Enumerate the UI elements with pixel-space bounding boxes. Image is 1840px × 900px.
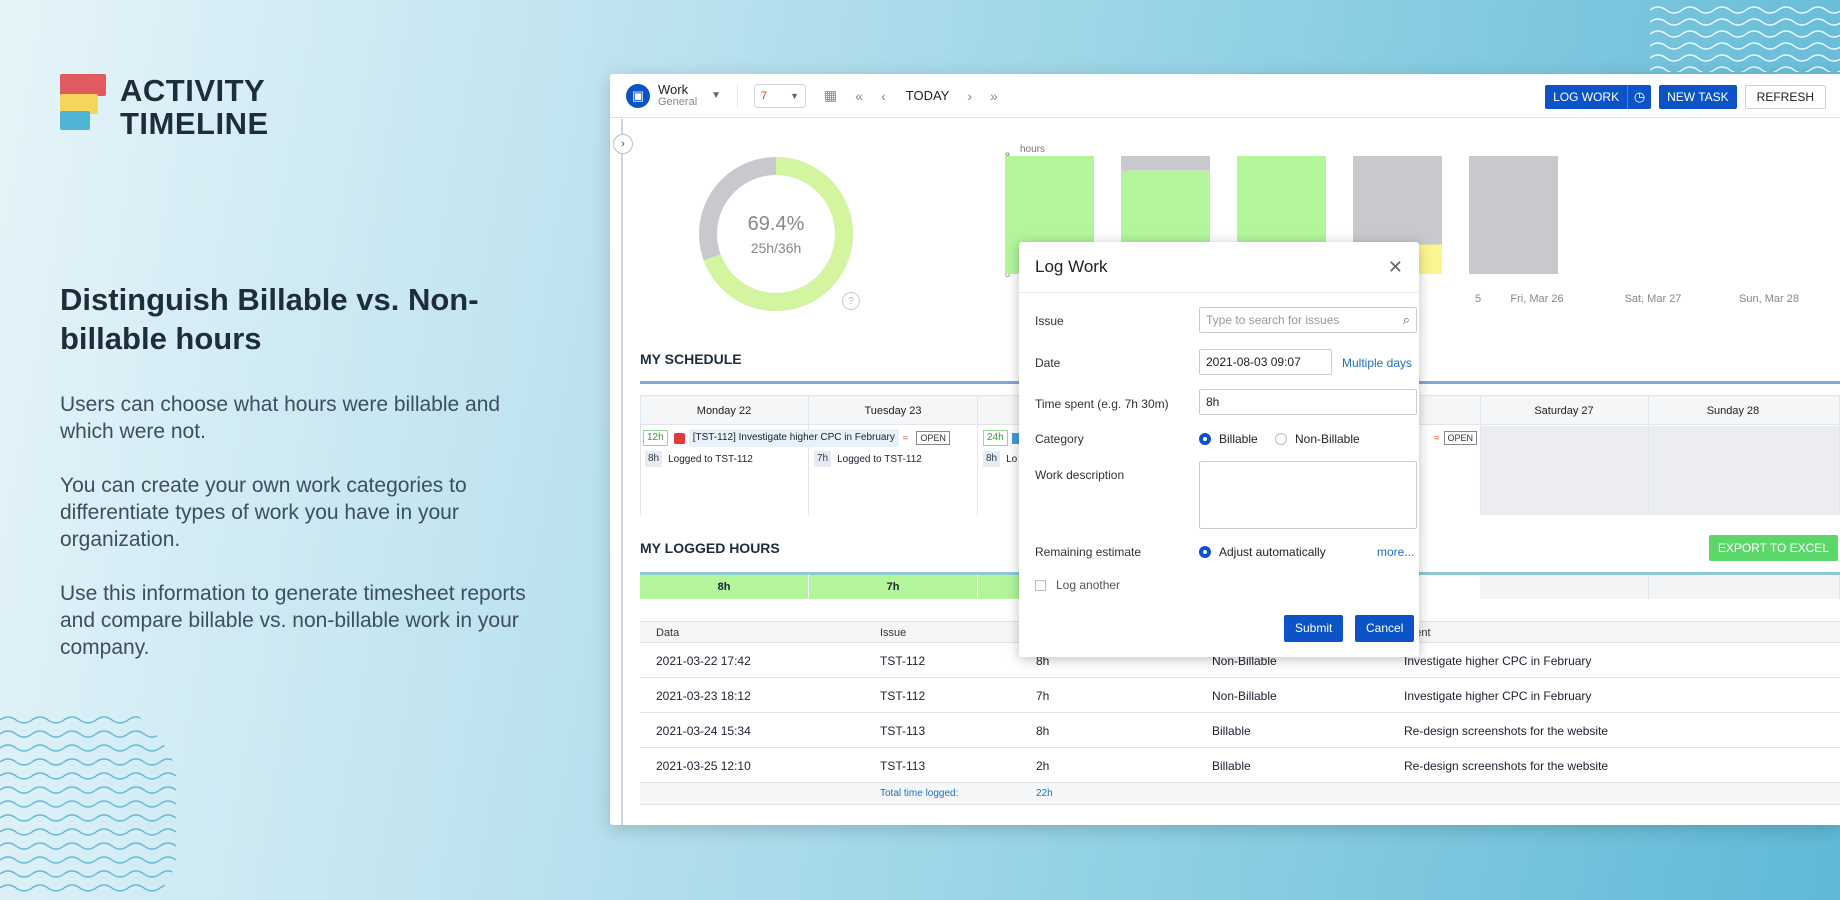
bar-remaining [1353, 156, 1442, 245]
waves-top-right [1650, 6, 1840, 72]
day-saturday: Saturday 27 [1534, 405, 1594, 417]
logged-hours-title: MY LOGGED HOURS [640, 540, 780, 556]
task-type-icon [1011, 432, 1021, 444]
help-icon[interactable]: ? [842, 292, 860, 310]
remaining-estimate-label: Remaining estimate [1035, 545, 1142, 559]
workspace-icon[interactable]: ▣ [626, 83, 650, 108]
task-bar-2[interactable]: 24h [983, 429, 1021, 447]
task-hours: 24h [983, 430, 1008, 446]
export-excel-button[interactable]: EXPORT TO EXCEL [1708, 535, 1838, 561]
day-sunday: Sunday 28 [1706, 405, 1760, 417]
priority-high-icon: ≈ [1434, 432, 1440, 444]
expand-sidebar-icon[interactable]: › [613, 134, 633, 154]
time-spent-field[interactable]: 8h [1199, 389, 1417, 415]
adjust-automatically-radio[interactable]: Adjust automatically [1199, 545, 1326, 559]
double-chevron-right-icon[interactable]: » [990, 87, 998, 104]
waves-bottom-left [0, 716, 177, 892]
donut-hours: 25h/36h [750, 239, 802, 256]
log-another-checkbox[interactable]: Log another [1035, 578, 1120, 592]
bar-remaining [1469, 156, 1558, 274]
logo-icon [60, 74, 106, 130]
log-work-button[interactable]: LOG WORK [1545, 85, 1628, 109]
grid-calendar-icon[interactable]: ▦ [824, 87, 838, 103]
x-tick-label: Fri, Mar 26 [1510, 293, 1563, 305]
donut-percent: 69.4% [747, 212, 805, 235]
log-entry[interactable]: 7h Logged to TST-112 [814, 451, 922, 467]
status-badge: OPEN [1443, 431, 1478, 445]
work-description-label: Work description [1035, 468, 1125, 482]
headline: Distinguish Billable vs. Non-billable ho… [60, 282, 479, 356]
schedule-title: MY SCHEDULE [640, 351, 742, 367]
chevron-right-icon[interactable]: › [967, 87, 973, 104]
dialog-title: Log Work [1035, 257, 1108, 276]
double-chevron-left-icon[interactable]: « [855, 87, 864, 104]
table-row[interactable]: 2021-03-22 17:42 TST-112 8h Non-Billable Inv… [640, 643, 1840, 678]
timer-icon[interactable]: ◷ [1627, 85, 1652, 109]
multiple-days-link[interactable]: Multiple days [1342, 356, 1413, 370]
new-task-button[interactable]: NEW TASK [1659, 85, 1737, 109]
task-bar-right[interactable]: ≈ OPEN [1430, 429, 1478, 447]
x-tick-label: Sun, Mar 28 [1739, 293, 1799, 305]
bar-remaining [1121, 156, 1210, 171]
y-axis-label: hours [1020, 144, 1045, 155]
issue-search-input[interactable]: Type to search for issues ⌕ [1199, 307, 1417, 333]
x-tick-label: Sat, Mar 27 [1625, 293, 1682, 305]
table-row[interactable]: 2021-03-24 15:34 TST-113 8h Billable Re-desi… [640, 713, 1840, 748]
paragraph-1: Users can choose what hours were billabl… [60, 393, 501, 443]
search-icon: ⌕ [1402, 312, 1410, 327]
time-spent-label: Time spent (e.g. 7h 30m) [1035, 397, 1169, 411]
non-billable-radio[interactable]: Non-Billable [1275, 432, 1360, 446]
status-badge: OPEN [916, 431, 950, 445]
issue-label: Issue [1035, 314, 1064, 328]
task-bar[interactable]: 12h [TST-112] Investigate higher CPC in … [643, 429, 950, 447]
total-label: Total time logged: [880, 788, 959, 799]
task-title: [TST-112] Investigate higher CPC in Febr… [688, 429, 899, 447]
table-footer: Total time logged: 22h [640, 783, 1840, 805]
log-entry[interactable]: 8h Lo [983, 451, 1017, 467]
log-work-dialog: Log Work ✕ Issue Type to search for issu… [1019, 242, 1419, 657]
cancel-button[interactable]: Cancel [1355, 615, 1415, 642]
log-entry[interactable]: 8h Logged to TST-112 [645, 451, 753, 467]
date-field[interactable]: 2021-08-03 09:07 [1199, 349, 1332, 375]
x-tick-label: 5 [1475, 293, 1481, 305]
priority-high-icon: ≈ [902, 432, 909, 444]
paragraph-2: You can create your own work categories … [60, 474, 467, 551]
more-link[interactable]: more... [1377, 545, 1415, 559]
donut-chart: 69.4% 25h/36h [696, 154, 856, 314]
donut-logged [699, 157, 853, 311]
paragraph-3: Use this information to generate timeshe… [60, 582, 526, 659]
day-monday: Monday 22 [696, 405, 752, 417]
brand-name: ACTIVITY TIMELINE [120, 73, 269, 141]
today-button[interactable]: TODAY [905, 88, 950, 103]
billable-radio[interactable]: Billable [1199, 432, 1258, 446]
chevron-left-icon[interactable]: ‹ [881, 87, 886, 104]
work-description-input[interactable] [1199, 461, 1417, 529]
chevron-down-icon[interactable]: ▼ [711, 90, 722, 101]
task-hours: 12h [643, 430, 668, 446]
brand-logo: ACTIVITY TIMELINE [60, 74, 269, 140]
logged-day-bar: 8h [640, 575, 809, 599]
table-row[interactable]: 2021-03-23 18:12 TST-112 7h Non-Billable Inv… [640, 678, 1840, 713]
refresh-button[interactable]: REFRESH [1744, 85, 1826, 109]
table-row[interactable]: 2021-03-25 12:10 TST-113 2h Billable Re-desi… [640, 748, 1840, 783]
calendar-view-select[interactable]: 7 ▼ [754, 83, 807, 108]
date-label: Date [1035, 356, 1061, 370]
logged-day-bar: 7h [809, 575, 978, 599]
submit-button[interactable]: Submit [1284, 615, 1344, 642]
close-icon[interactable]: ✕ [1387, 256, 1403, 277]
day-tuesday: Tuesday 23 [864, 405, 922, 417]
category-label: Category [1035, 432, 1084, 446]
workspace-selector[interactable]: Work General [658, 81, 698, 108]
bug-icon [673, 432, 685, 444]
calendar-icon: 7 [761, 89, 768, 102]
toolbar: ▣ Work General ▼ 7 ▼ ▦ « ‹ TODAY › » LOG … [610, 74, 1840, 118]
total-value: 22h [1036, 788, 1053, 799]
